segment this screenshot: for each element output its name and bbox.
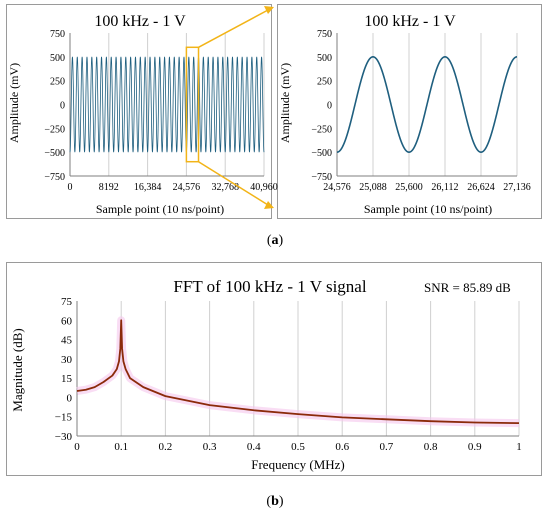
x-tick-label: 26,624 [467, 182, 495, 193]
chart-a-left-ylabel: Amplitude (mV) [7, 63, 21, 143]
subfigure-label-a-letter: a [272, 233, 279, 248]
y-tick-label: 750 [317, 29, 332, 40]
x-tick-label: 32,768 [211, 182, 239, 193]
zoom-line-bottom [198, 161, 269, 206]
y-tick-label: −750 [311, 172, 332, 183]
y-tick-label: 45 [61, 335, 73, 347]
series-line [336, 56, 518, 153]
x-tick-label: 27,136 [503, 182, 531, 193]
series-line [76, 319, 520, 425]
x-tick-label: 0.2 [159, 441, 173, 453]
y-tick-label: 75 [61, 296, 73, 308]
zoom-box [185, 46, 200, 163]
chart-a-right-title: 100 kHz - 1 V [364, 13, 456, 30]
x-tick-label: 0.7 [380, 441, 394, 453]
chart-a-left-title: 100 kHz - 1 V [94, 13, 186, 30]
x-tick-label: 25,088 [359, 182, 387, 193]
x-tick-label: 0 [68, 182, 73, 193]
x-tick-label: 0.9 [468, 441, 482, 453]
x-tick-label: 0.8 [424, 441, 438, 453]
x-tick-label: 0.3 [203, 441, 217, 453]
y-tick-label: 250 [317, 77, 332, 88]
x-tick-label: 26,112 [431, 182, 458, 193]
y-tick-label: 60 [61, 315, 73, 327]
x-tick-label: 24,576 [323, 182, 351, 193]
y-tick-label: 250 [50, 77, 65, 88]
series-line [69, 56, 265, 153]
x-tick-label: 8192 [99, 182, 119, 193]
chart-b-ylabel: Magnitude (dB) [10, 328, 25, 411]
x-tick-label: 0.1 [114, 441, 128, 453]
snr-annotation: SNR = 85.89 dB [424, 280, 511, 295]
chart-a-right-ylabel: Amplitude (mV) [278, 63, 292, 143]
y-tick-label: 500 [50, 53, 65, 64]
y-tick-label: 30 [61, 354, 73, 366]
chart-a-left-xlabel: Sample point (10 ns/point) [96, 202, 224, 216]
chart-a-right-xlabel: Sample point (10 ns/point) [364, 202, 492, 216]
y-tick-label: 750 [50, 29, 65, 40]
y-tick-label: −250 [311, 124, 332, 135]
zoom-arrow-top [264, 6, 274, 14]
y-tick-label: −500 [44, 148, 65, 159]
x-tick-label: 0 [74, 441, 80, 453]
x-tick-label: 16,384 [134, 182, 162, 193]
zoom-line-top [198, 9, 269, 48]
x-tick-label: 24,576 [173, 182, 201, 193]
y-tick-label: −250 [44, 124, 65, 135]
subfigure-label-b-letter: b [271, 494, 279, 509]
y-tick-label: 0 [60, 101, 65, 112]
subfigure-label-b: (b) [266, 494, 283, 509]
x-tick-label: 0.5 [291, 441, 305, 453]
y-tick-label: 500 [317, 53, 332, 64]
charts-layer: 0 8192 16,384 24,576 32,768 40,960 −750 −500 −25… [44, 29, 530, 453]
x-tick-label: 1 [516, 441, 522, 453]
x-tick-label: 25,600 [395, 182, 423, 193]
x-tick-label: 40,960 [250, 182, 278, 193]
y-tick-label: −500 [311, 148, 332, 159]
y-tick-label: −30 [55, 431, 73, 443]
zoom-arrow-bottom [264, 201, 274, 209]
zoom-indicator [185, 6, 274, 209]
chart-b-xlabel: Frequency (MHz) [251, 457, 345, 472]
subfigure-label-a: (a) [267, 233, 284, 248]
y-tick-label: 15 [61, 373, 73, 385]
y-tick-label: 0 [67, 392, 73, 404]
x-tick-label: 0.4 [247, 441, 261, 453]
x-tick-label: 0.6 [335, 441, 349, 453]
panel-b-frame [6, 262, 542, 476]
y-tick-label: −750 [44, 172, 65, 183]
y-tick-label: −15 [55, 412, 73, 424]
chart-b-title: FFT of 100 kHz - 1 V signal [173, 277, 366, 296]
y-tick-label: 0 [327, 101, 332, 112]
